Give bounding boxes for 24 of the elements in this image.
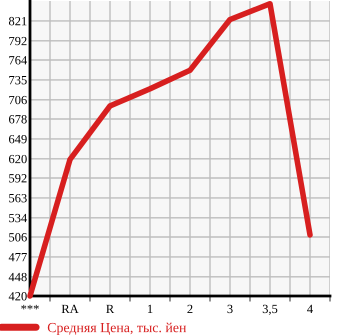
y-tick-label: 706 xyxy=(9,96,27,104)
y-tick-label: 764 xyxy=(9,56,28,64)
y-tick-label: 792 xyxy=(9,36,27,46)
y-tick-label: 420 xyxy=(8,292,27,300)
y-tick-label: 506 xyxy=(9,233,27,242)
y-tick-label: 678 xyxy=(9,115,27,124)
x-tick-label: 4 xyxy=(307,304,313,314)
y-tick-label: 649 xyxy=(9,134,27,144)
x-tick-label: 2 xyxy=(187,304,192,314)
y-tick-label: 448 xyxy=(8,272,27,282)
y-tick-label: 534 xyxy=(9,214,28,222)
y-tick-label: 592 xyxy=(9,174,27,182)
x-tick-label: R xyxy=(106,304,114,314)
y-tick-label: 477 xyxy=(8,253,27,262)
y-tick-label: 563 xyxy=(9,194,27,202)
legend-label: Средняя Цена, тыс. йен xyxy=(48,322,186,335)
x-tick-label: 3 xyxy=(227,304,233,314)
y-tick-label: 620 xyxy=(9,154,27,164)
y-tick-label: 735 xyxy=(9,76,27,84)
x-tick-label: RA xyxy=(62,304,79,314)
x-tick-label: 1 xyxy=(148,304,152,314)
x-tick-label: *** xyxy=(21,304,39,310)
x-tick-label: 3,5 xyxy=(262,304,278,315)
y-tick-label: 821 xyxy=(8,16,26,26)
